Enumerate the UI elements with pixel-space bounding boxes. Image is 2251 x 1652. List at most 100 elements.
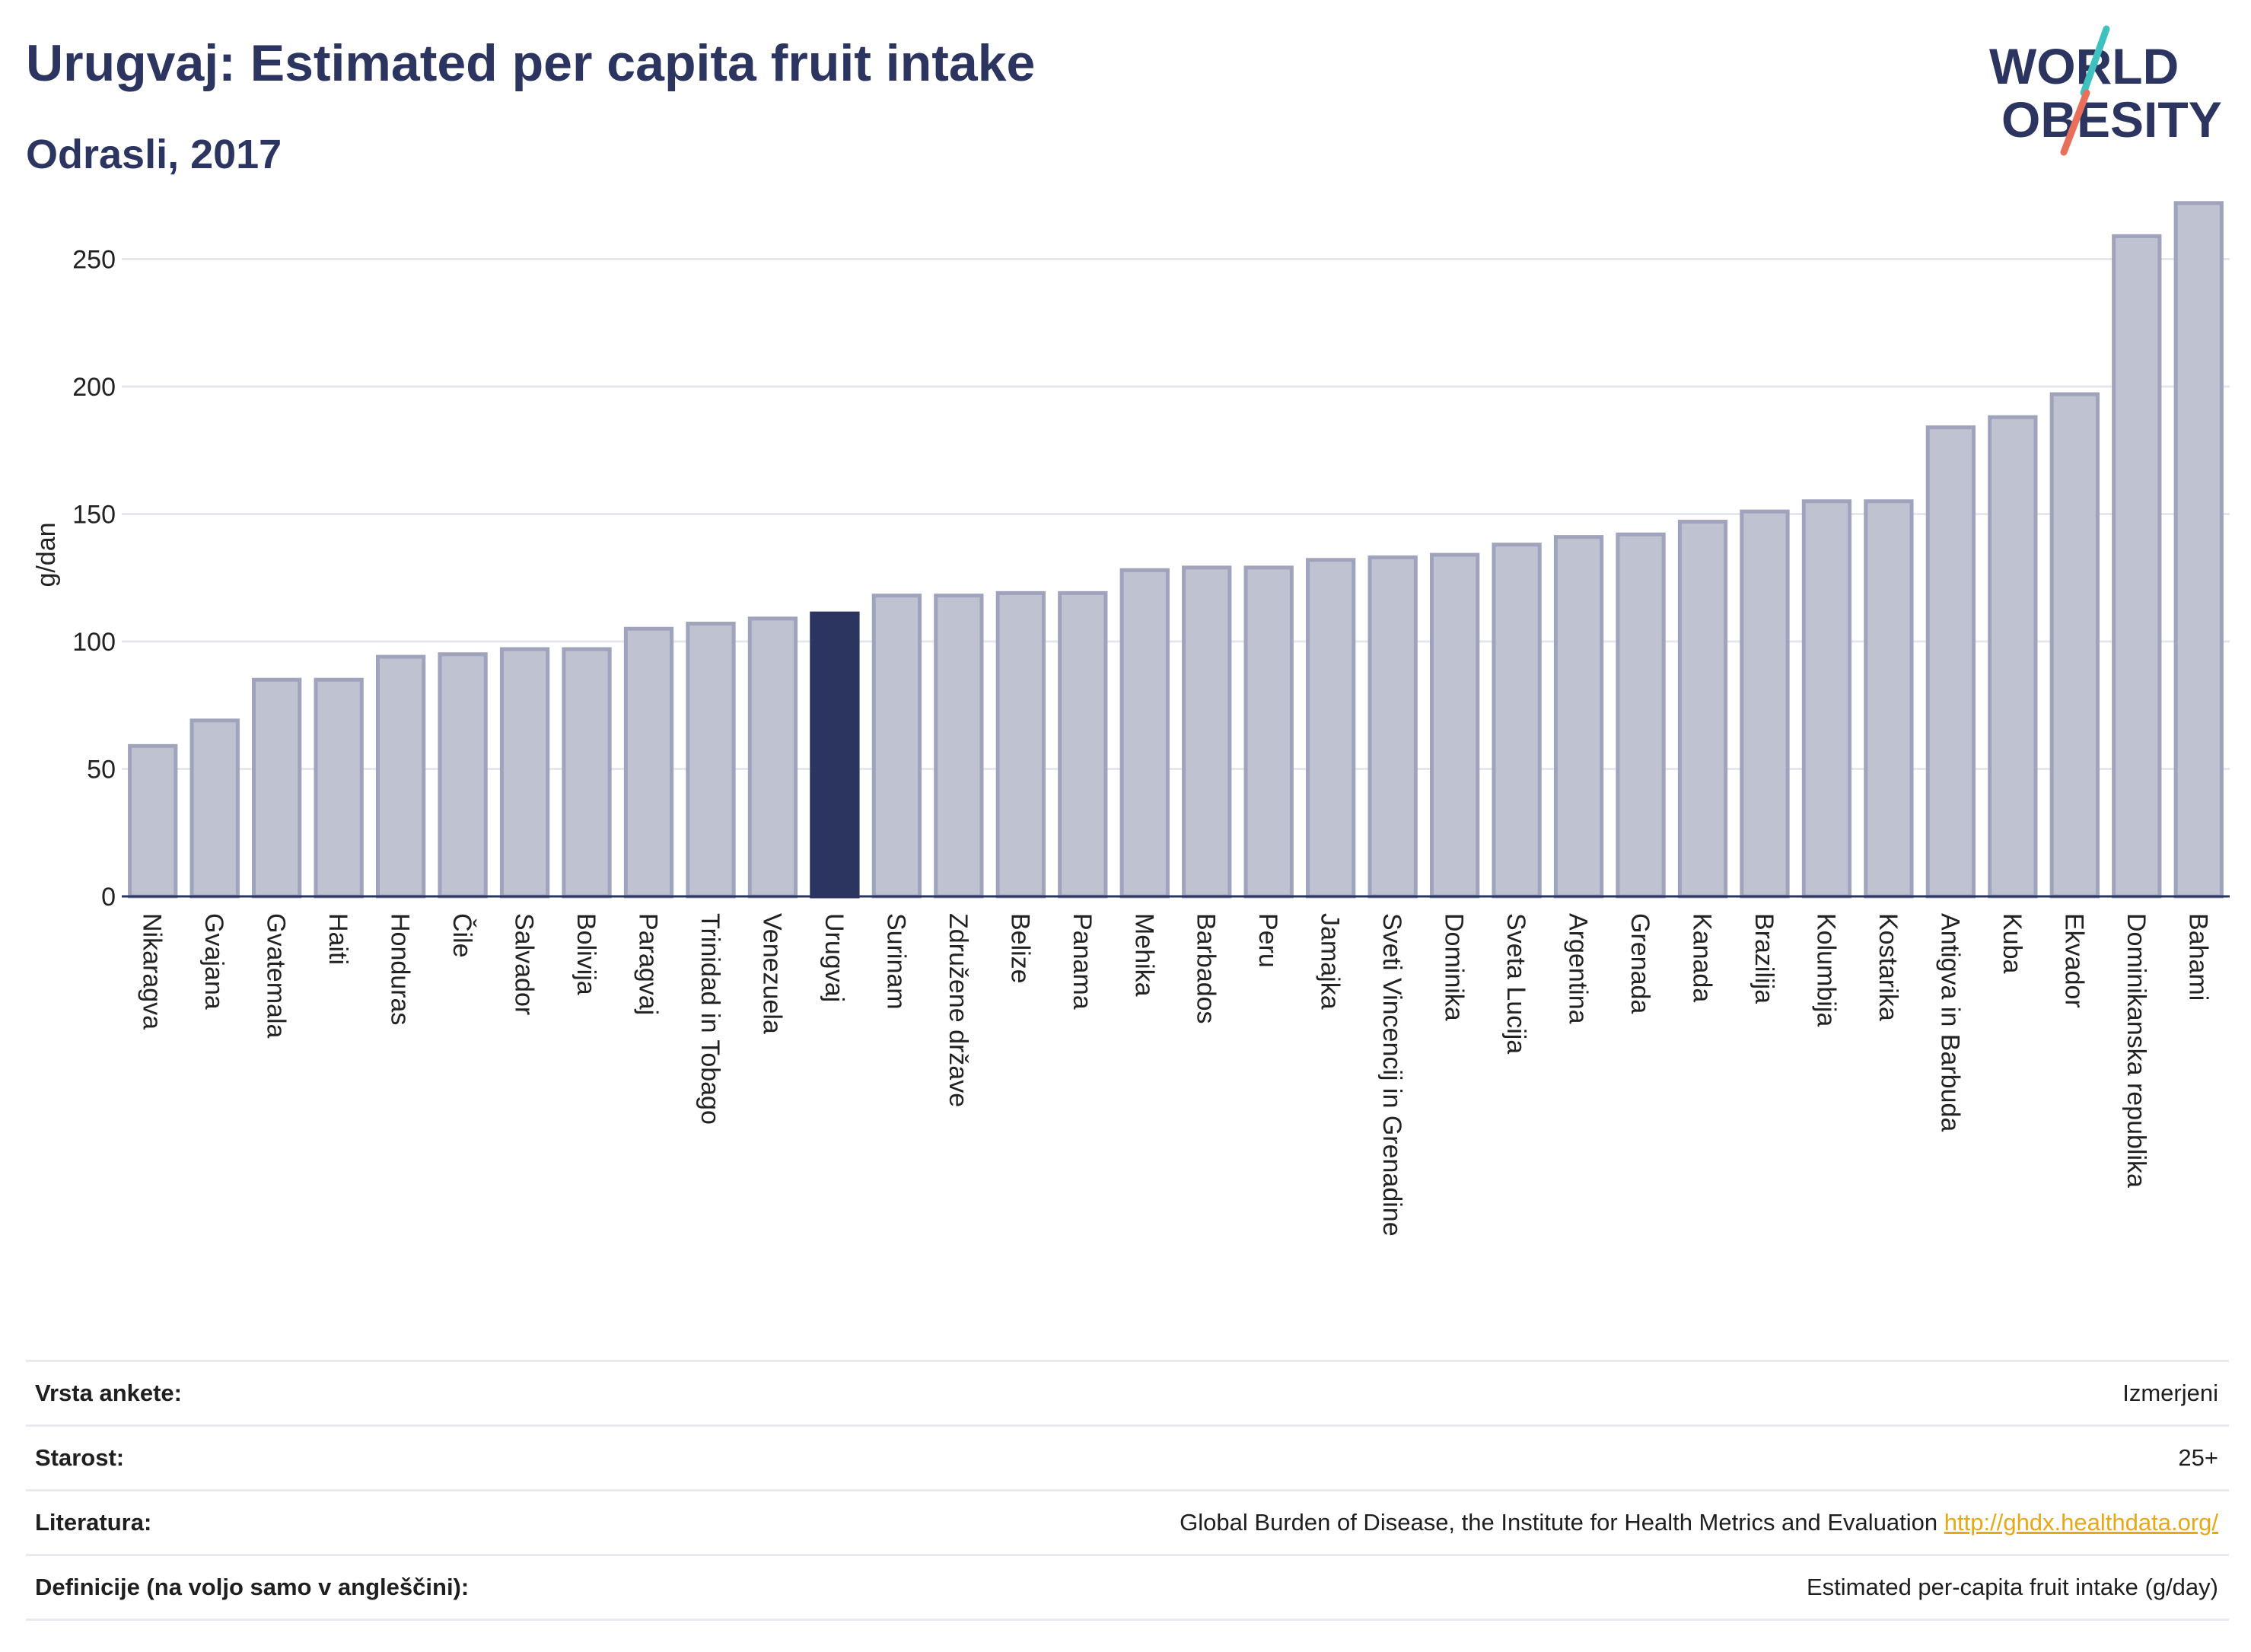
bar-gvajana (189, 718, 240, 899)
x-tick-label: Mehika (1129, 913, 1158, 997)
info-label: Literatura: (35, 1509, 152, 1536)
x-tick-label: Trinidad in Tobago (696, 913, 724, 1125)
bar-dominikanska-republika (2112, 234, 2162, 899)
bar-argentina (1553, 535, 1604, 899)
x-tick-label: Združene države (944, 913, 973, 1107)
x-tick-label: Sveta Lucija (1501, 913, 1530, 1054)
bar-surinam (871, 594, 922, 899)
bar-združene-države (934, 594, 984, 899)
info-row-references: Literatura: Global Burden of Disease, th… (26, 1489, 2229, 1554)
bar-brazilija (1740, 509, 1790, 899)
info-row-age: Starost: 25+ (26, 1424, 2229, 1489)
x-tick-label: Kanada (1688, 913, 1717, 1002)
x-tick-label: Sveti Vincencij in Grenadine (1377, 913, 1406, 1237)
info-value: Izmerjeni (2122, 1380, 2218, 1406)
bar-bahami (2173, 201, 2224, 899)
x-tick-label: Peru (1253, 913, 1282, 968)
x-tick-label: Kolumbija (1811, 913, 1840, 1027)
bar-kostarika (1864, 499, 1914, 899)
bar-sveta-lucija (1492, 543, 1542, 899)
bar-kanada (1677, 520, 1728, 899)
page-title: Urugvaj: Estimated per capita fruit inta… (26, 34, 1036, 92)
bar-antigva-in-barbuda (1925, 425, 1976, 899)
y-tick-labels: 0 50 100 150 200 250 (72, 246, 116, 912)
x-tick-label: Antigva in Barbuda (1935, 913, 1964, 1132)
x-tick-label: Bahami (2183, 913, 2212, 1001)
x-tick-label: Nikaragva (138, 913, 167, 1030)
x-tick-label: Salvador (510, 913, 539, 1015)
y-tick-label: 200 (72, 373, 116, 402)
world-obesity-logo: WORLD OBESITY (1989, 25, 2222, 156)
bar-čile (438, 652, 488, 899)
bar-peru (1243, 565, 1294, 899)
x-tick-label: Venezuela (757, 913, 786, 1034)
bar-mehika (1119, 568, 1170, 899)
bar-honduras (375, 654, 426, 899)
logo-slash-bottom (2060, 89, 2090, 156)
x-tick-label: Kostarika (1874, 913, 1902, 1021)
y-tick-label: 150 (72, 501, 116, 530)
bar-bolivija (562, 647, 612, 899)
logo-slash-top (2080, 25, 2110, 97)
x-tick-label: Surinam (881, 913, 910, 1010)
y-tick-label: 100 (72, 628, 116, 657)
logo-text-obesity: OBESITY (2001, 91, 2222, 148)
x-tick-label: Brazilija (1750, 913, 1778, 1004)
x-tick-label: Dominika (1440, 913, 1469, 1021)
y-axis-label: g/dan (32, 522, 61, 587)
x-tick-label: Ekvador (2059, 913, 2088, 1008)
bar-kolumbija (1801, 499, 1852, 899)
reference-link[interactable]: http://ghdx.healthdata.org/ (1944, 1509, 2218, 1536)
x-tick-label: Grenada (1625, 913, 1654, 1014)
x-tick-label: Argentina (1564, 913, 1593, 1024)
bar-paragvaj (623, 626, 674, 899)
bar-haiti (314, 677, 364, 899)
x-tick-label: Gvatemala (262, 913, 291, 1038)
x-tick-label: Jamajka (1316, 913, 1345, 1010)
info-row-survey-type: Vrsta ankete: Izmerjeni (26, 1360, 2229, 1424)
info-value: Estimated per-capita fruit intake (g/day… (1806, 1574, 2218, 1600)
bar-jamajka (1306, 558, 1356, 899)
info-label: Vrsta ankete: (35, 1380, 182, 1406)
bar-salvador (499, 647, 550, 899)
x-tick-label: Urugvaj (820, 913, 849, 1002)
bar-ekvador (2049, 392, 2100, 899)
info-table: Vrsta ankete: Izmerjeni Starost: 25+ Lit… (26, 1360, 2229, 1621)
x-tick-labels: Nikaragva Gvajana Gvatemala Haiti Honduras Či… (138, 913, 2213, 1237)
x-tick-label: Čile (447, 913, 476, 958)
x-tick-label: Gvajana (199, 913, 228, 1010)
y-tick-label: 0 (101, 883, 116, 912)
info-row-definitions: Definicije (na voljo samo v angleščini):… (26, 1554, 2229, 1621)
info-label: Definicije (na voljo samo v angleščini): (35, 1574, 470, 1600)
bar-urugvaj (810, 611, 860, 899)
x-tick-label: Paragvaj (634, 913, 663, 1015)
bar-nikaragva (128, 743, 178, 899)
info-value: 25+ (2178, 1444, 2218, 1471)
bar-venezuela (747, 616, 798, 899)
reference-text: Global Burden of Disease, the Institute … (1180, 1509, 1938, 1536)
bar-trinidad-in-tobago (686, 622, 736, 899)
bar-panama (1058, 590, 1108, 899)
x-tick-label: Barbados (1192, 913, 1221, 1024)
y-tick-label: 50 (87, 756, 116, 785)
bar-kuba (1988, 415, 2038, 899)
x-tick-label: Panama (1068, 913, 1097, 1010)
bar-sveti-vincencij-in-grenadine (1367, 555, 1418, 899)
bar-belize (995, 590, 1046, 899)
bar-barbados (1182, 565, 1232, 899)
x-tick-label: Bolivija (572, 913, 600, 995)
y-tick-label: 250 (72, 246, 116, 275)
bars (128, 201, 2224, 899)
bar-chart: 0 50 100 150 200 250 Nikaragva Gvajana Gvatemal… (32, 201, 2230, 1237)
x-tick-label: Haiti (323, 913, 352, 965)
x-tick-label: Belize (1005, 913, 1034, 984)
bar-grenada (1616, 532, 1666, 899)
bar-gvatemala (252, 677, 302, 899)
x-tick-label: Kuba (1998, 913, 2027, 973)
x-tick-label: Honduras (386, 913, 415, 1025)
info-value: Global Burden of Disease, the Institute … (1180, 1509, 2229, 1536)
x-tick-label: Dominikanska republika (2122, 913, 2151, 1188)
page-subtitle: Odrasli, 2017 (26, 132, 282, 177)
bar-dominika (1429, 552, 1480, 899)
info-label: Starost: (35, 1444, 125, 1471)
